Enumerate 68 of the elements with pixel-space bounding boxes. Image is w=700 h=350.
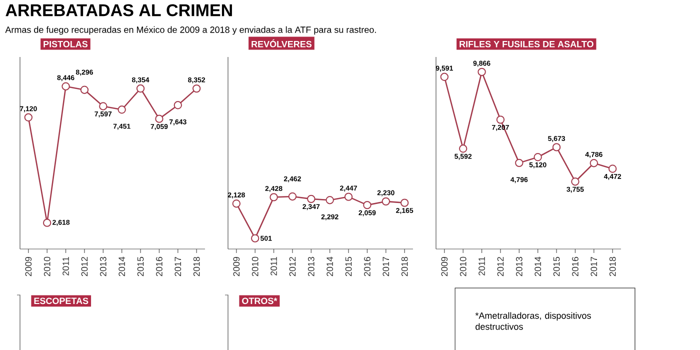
x-tick-label: 2016 [156, 256, 162, 276]
point [136, 84, 145, 93]
x-tick-label: 2014 [118, 256, 126, 276]
point [363, 200, 372, 210]
point [155, 114, 164, 123]
point [534, 153, 542, 162]
point [459, 144, 468, 153]
point [440, 72, 449, 81]
x-tick-label: 2017 [382, 256, 390, 276]
x-tick-label: 2010 [44, 256, 50, 276]
x-tick-label: 2013 [516, 256, 522, 276]
point [344, 192, 353, 201]
point [288, 192, 297, 201]
text: *Ametralladoras, dispositivos destructivos [475, 312, 591, 330]
point [270, 193, 278, 202]
x-tick-label: 2018 [609, 256, 616, 276]
x-tick-label: 2011 [62, 256, 69, 276]
point [118, 106, 126, 114]
x-tick-label: 2012 [497, 256, 504, 276]
x-tick-label: 2014 [534, 256, 542, 276]
x-tick-label: 2009 [233, 256, 240, 276]
x-tick-label: 2017 [590, 256, 598, 276]
point [99, 102, 108, 110]
point [232, 200, 241, 208]
x-tick-label: 2018 [401, 256, 408, 276]
x-tick-label: 2018 [193, 256, 200, 276]
chart-title: PISTOLAS [44, 40, 88, 48]
x-tick-label: 2016 [572, 256, 578, 276]
point [608, 164, 617, 173]
chart-title: RIFLES Y FUSILES DE ASALTO [460, 40, 594, 48]
chart-title: REVÓLVERES [252, 39, 312, 48]
point [326, 196, 334, 204]
point [478, 68, 486, 76]
point [400, 198, 409, 207]
text: OTROS* [242, 298, 278, 304]
point [571, 178, 580, 186]
point [382, 197, 390, 206]
point [496, 116, 505, 124]
point [307, 194, 316, 204]
point [80, 86, 89, 94]
point [251, 234, 260, 242]
x-tick-label: 2009 [25, 256, 32, 276]
text: Armas de fuego recuperadas en México de 2009 a 2018 y enviadas a la ATF para su rastreo. [5, 26, 376, 35]
point [552, 143, 561, 152]
point [24, 113, 33, 122]
x-tick-label: 2017 [174, 256, 182, 276]
x-tick-label: 2015 [137, 256, 144, 276]
x-tick-label: 2010 [252, 256, 258, 276]
x-tick-label: 2011 [270, 256, 277, 276]
x-tick-label: 2013 [100, 256, 106, 276]
point [192, 84, 201, 93]
point [42, 218, 52, 227]
x-tick-label: 2013 [308, 256, 314, 276]
point [62, 82, 70, 90]
x-tick-label: 2012 [81, 256, 88, 276]
x-tick-label: 2010 [460, 256, 466, 276]
x-tick-label: 2011 [478, 256, 485, 276]
x-tick-label: 2015 [345, 256, 352, 276]
text: ESCOPETAS [34, 298, 88, 304]
text: ARREBATADAS AL CRIMEN [6, 4, 232, 16]
x-tick-label: 2015 [553, 256, 560, 276]
point [515, 158, 524, 168]
point [174, 101, 182, 110]
x-tick-label: 2009 [441, 256, 448, 276]
x-tick-label: 2016 [364, 256, 370, 276]
x-tick-label: 2012 [289, 256, 296, 276]
point [590, 159, 598, 168]
x-tick-label: 2014 [326, 256, 334, 276]
